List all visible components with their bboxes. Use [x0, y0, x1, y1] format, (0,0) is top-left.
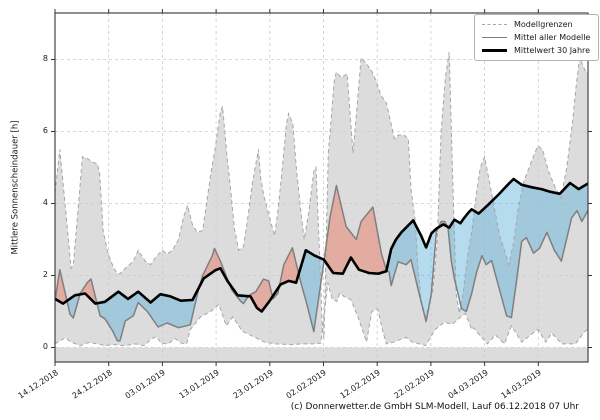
y-tick-label-2: 2	[42, 270, 48, 279]
fill-models-above-normal	[55, 269, 67, 304]
legend-label: Modellgrenzen	[514, 20, 573, 29]
below-zero-strip	[55, 347, 588, 362]
model-range-lower-line	[55, 282, 588, 347]
mean-30-years-line	[55, 177, 588, 313]
legend-label: Mittelwert 30 Jahre	[514, 46, 591, 55]
y-tick-label-6: 6	[42, 126, 48, 135]
gray-line-swatch-icon	[482, 37, 507, 38]
fill-models-below-normal	[386, 220, 439, 322]
model-range-band	[55, 52, 588, 346]
legend: Modellgrenzen Mittel aller Modelle Mitte…	[474, 14, 600, 61]
black-line-swatch-icon	[482, 49, 507, 52]
fill-models-above-normal	[80, 279, 97, 304]
y-tick-label-0: 0	[42, 342, 48, 351]
model-range-upper-line	[55, 52, 588, 339]
fill-models-below-normal	[97, 287, 200, 341]
y-axis-label: Mittlere Sonnenscheindauer [h]	[10, 120, 21, 255]
legend-item-model-mean: Mittel aller Modelle	[482, 33, 590, 42]
y-tick-label-8: 8	[42, 54, 48, 63]
model-mean-line	[55, 184, 588, 342]
fill-models-above-normal	[199, 248, 230, 287]
dashed-line-swatch-icon	[482, 24, 507, 25]
legend-item-model-bounds: Modellgrenzen	[482, 20, 590, 29]
y-tick-label-4: 4	[42, 198, 48, 207]
fill-models-above-normal	[324, 185, 387, 274]
copyright-caption: (c) Donnerwetter.de GmbH SLM-Modell, Lau…	[290, 402, 579, 412]
fill-models-above-normal	[279, 247, 299, 287]
fill-models-below-normal	[447, 179, 588, 318]
legend-item-30y-mean: Mittelwert 30 Jahre	[482, 46, 590, 55]
plot-frame	[54, 12, 589, 363]
fill-models-below-normal	[229, 283, 249, 304]
plot-area	[55, 13, 588, 362]
fill-models-below-normal	[298, 250, 325, 332]
legend-label: Mittel aller Modelle	[514, 33, 591, 42]
